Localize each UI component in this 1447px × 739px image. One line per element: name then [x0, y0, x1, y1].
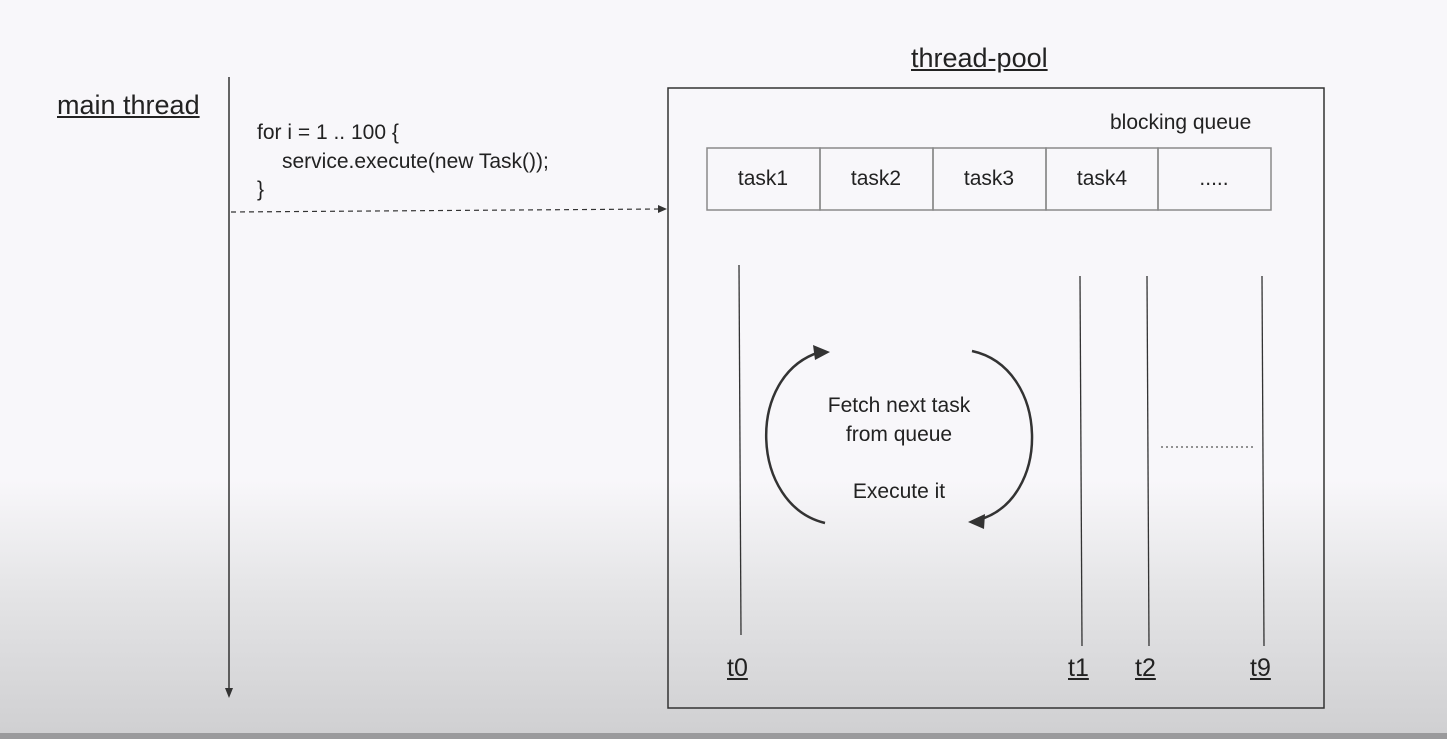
thread-t2-line [1146, 275, 1150, 647]
queue-cell-5 [1157, 147, 1272, 211]
thread-pool-box [667, 87, 1325, 709]
thread-pool-title: thread-pool [911, 43, 1048, 73]
blocking-queue [706, 147, 1272, 211]
thread-t0-line [738, 264, 742, 636]
submit-arrowhead [658, 205, 667, 213]
thread-t0-label: t0 [727, 654, 748, 682]
queue-cell-2-label: task2 [850, 167, 902, 190]
thread-t9-line [1261, 275, 1265, 647]
main-thread-title: main thread [57, 90, 200, 120]
code-line-3: } [257, 178, 265, 201]
cycle-execute-label: Execute it [852, 480, 946, 503]
queue-cell-5-label: ..... [1199, 167, 1229, 190]
queue-cell-4-label: task4 [1076, 167, 1128, 190]
thread-t9-label: t9 [1250, 654, 1271, 682]
thread-t1-line [1079, 275, 1083, 647]
main-thread-arrowhead [225, 688, 233, 698]
cycle-right-arc [971, 349, 1034, 522]
thread-t2-label: t2 [1135, 654, 1156, 682]
cycle-fetch-line-2: from queue [845, 423, 953, 446]
queue-cell-1-label: task1 [737, 167, 789, 190]
bottom-edge-band [0, 733, 1447, 739]
cycle-right-arrowhead [968, 514, 985, 529]
cycle-left-arrowhead [813, 345, 830, 360]
cycle-fetch-line-1: Fetch next task [827, 394, 971, 417]
queue-cell-3-label: task3 [963, 167, 1015, 190]
code-line-1: for i = 1 .. 100 { [257, 121, 399, 144]
thread-t1-label: t1 [1068, 654, 1089, 682]
cycle-left-arc [764, 350, 826, 525]
code-line-2: service.execute(new Task()); [282, 150, 549, 173]
blocking-queue-label: blocking queue [1110, 111, 1252, 134]
submit-dashed-arrow [230, 208, 661, 213]
